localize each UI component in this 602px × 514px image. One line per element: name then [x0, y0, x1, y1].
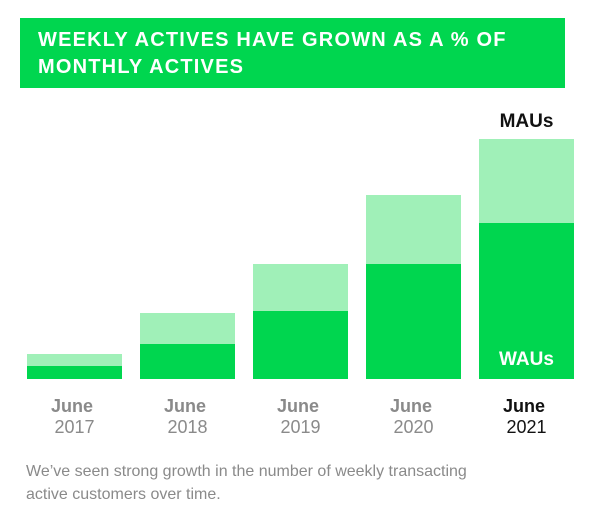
chart-title: WEEKLY ACTIVES HAVE GROWN AS A % OF MONT…	[20, 18, 565, 88]
bar	[366, 264, 461, 379]
bar	[479, 223, 574, 379]
legend-label: MAUs	[500, 111, 554, 132]
legend-label: WAUs	[499, 349, 554, 370]
x-tick-label: June 2017	[51, 396, 98, 437]
bar	[27, 366, 122, 379]
x-tick-label: June 2019	[277, 396, 324, 437]
caption: We’ve seen strong growth in the number o…	[26, 463, 467, 503]
x-tick-label: June 2021	[503, 396, 550, 437]
bar	[253, 311, 348, 379]
x-tick-label: June 2018	[164, 396, 211, 437]
bar	[140, 344, 235, 379]
x-tick-label: June 2020	[390, 396, 437, 437]
